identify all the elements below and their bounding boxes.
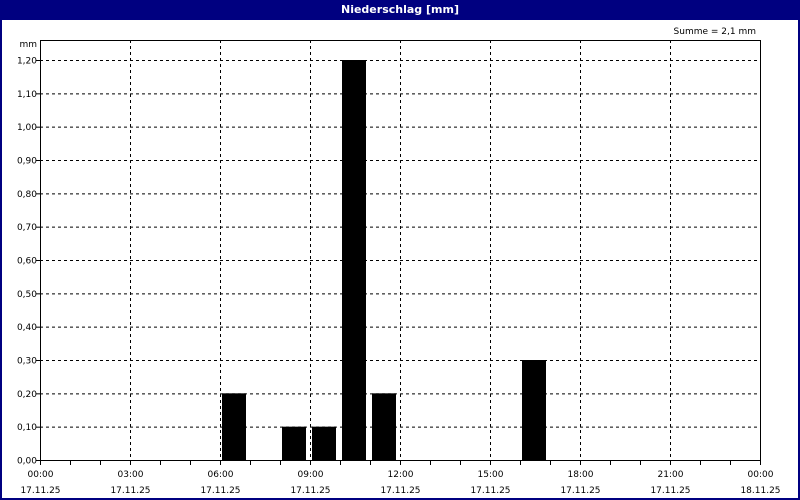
bar [282, 426, 306, 460]
y-tick-label: 0,40 [17, 323, 37, 333]
x-tick-time: 21:00 [658, 470, 684, 480]
x-tick-time: 00:00 [748, 470, 774, 480]
x-tick-time: 18:00 [568, 470, 594, 480]
x-tick-date: 17.11.25 [380, 486, 420, 496]
x-tick-time: 12:00 [388, 470, 414, 480]
x-tick-time: 00:00 [28, 470, 54, 480]
y-tick-label: 1,10 [17, 90, 37, 100]
x-tick-date: 17.11.25 [290, 486, 330, 496]
y-tick-label: 0,30 [17, 357, 37, 367]
bar [522, 360, 546, 460]
x-tick-time: 15:00 [478, 470, 504, 480]
y-tick-label: 0,90 [17, 157, 37, 167]
x-tick-date: 17.11.25 [560, 486, 600, 496]
plot-frame [40, 40, 761, 461]
x-tick-date: 18.11.25 [740, 486, 780, 496]
x-tick-date: 17.11.25 [200, 486, 240, 496]
x-tick-date: 17.11.25 [110, 486, 150, 496]
x-tick-time: 09:00 [298, 470, 324, 480]
y-tick-label: 0,70 [17, 223, 37, 233]
y-tick-label: 0,60 [17, 257, 37, 267]
sum-annotation: Summe = 2,1 mm [674, 27, 756, 37]
x-tick-date: 17.11.25 [470, 486, 510, 496]
y-tick-label: 1,00 [17, 123, 37, 133]
y-tick-label: 0,10 [17, 423, 37, 433]
y-tick-label: 0,00 [17, 457, 37, 467]
x-tick-date: 17.11.25 [650, 486, 690, 496]
bar [312, 426, 336, 460]
title-bar: Niederschlag [mm] [2, 0, 798, 20]
bar [372, 393, 396, 460]
x-tick-time: 03:00 [118, 470, 144, 480]
y-tick-label: 0,20 [17, 390, 37, 400]
x-tick-date: 17.11.25 [20, 486, 60, 496]
y-tick-label: 1,20 [17, 57, 37, 67]
y-tick-label: 0,80 [17, 190, 37, 200]
bar [342, 60, 366, 460]
y-axis-label: mm [19, 40, 37, 50]
bar [222, 393, 246, 460]
x-tick-time: 06:00 [208, 470, 234, 480]
y-tick-label: 0,50 [17, 290, 37, 300]
